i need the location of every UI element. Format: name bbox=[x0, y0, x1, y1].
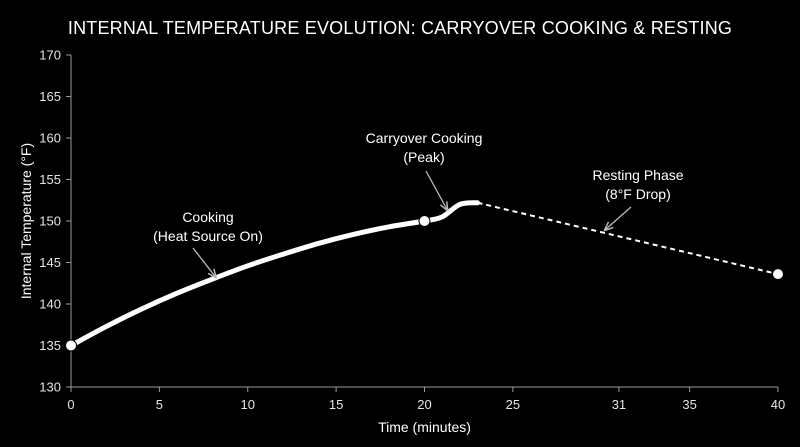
x-tick-label: 5 bbox=[156, 397, 163, 412]
annotation-text: Cooking bbox=[182, 209, 233, 225]
series-line-cooking bbox=[68, 200, 481, 348]
annotation-text: (Heat Source On) bbox=[153, 228, 263, 244]
x-tick-label: 10 bbox=[241, 397, 255, 412]
annotation-arrow bbox=[192, 247, 216, 277]
x-tick-label: 15 bbox=[329, 397, 343, 412]
annotation: Resting Phase (8°F Drop) bbox=[592, 167, 684, 230]
annotation-text: Carryover Cooking bbox=[366, 130, 483, 146]
y-tick-label: 145 bbox=[39, 255, 61, 270]
annotation: Carryover Cooking (Peak) bbox=[366, 130, 483, 210]
x-tick-label: 20 bbox=[417, 397, 431, 412]
annotation-text: Resting Phase bbox=[592, 167, 683, 183]
y-tick-label: 160 bbox=[39, 131, 61, 146]
series-line-resting bbox=[477, 201, 779, 276]
annotation-text: (Peak) bbox=[403, 149, 444, 165]
y-tick-label: 140 bbox=[39, 297, 61, 312]
y-tick-label: 170 bbox=[39, 48, 61, 63]
chart-title: INTERNAL TEMPERATURE EVOLUTION: CARRYOVE… bbox=[67, 18, 733, 38]
y-tick-label: 155 bbox=[39, 172, 61, 187]
annotation: Cooking (Heat Source On) bbox=[153, 209, 263, 277]
data-point-marker bbox=[65, 339, 77, 352]
x-tick-label: 35 bbox=[682, 397, 696, 412]
x-tick-label: 0 bbox=[67, 397, 74, 412]
annotation-text: (8°F Drop) bbox=[605, 186, 671, 202]
y-tick-label: 135 bbox=[39, 338, 61, 353]
y-tick-label: 165 bbox=[39, 89, 61, 104]
y-axis-label: Internal Temperature (°F) bbox=[18, 143, 34, 299]
x-tick-label: 40 bbox=[771, 397, 785, 412]
data-point-marker bbox=[418, 215, 431, 227]
annotation-arrow bbox=[425, 170, 447, 210]
y-tick-label: 150 bbox=[39, 214, 61, 229]
x-axis-label: Time (minutes) bbox=[378, 419, 471, 435]
x-tick-label: 31 bbox=[612, 397, 626, 412]
annotation-arrow bbox=[605, 206, 632, 230]
y-tick-label: 130 bbox=[39, 380, 61, 395]
x-tick-label: 25 bbox=[506, 397, 520, 412]
data-point-marker bbox=[772, 268, 784, 281]
